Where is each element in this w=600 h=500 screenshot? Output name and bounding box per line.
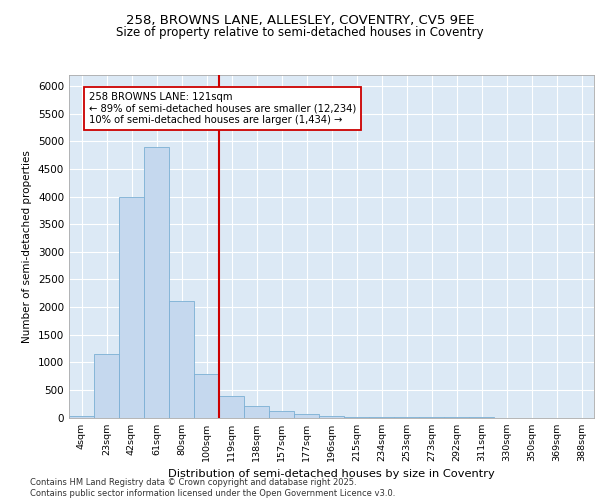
Text: 258 BROWNS LANE: 121sqm
← 89% of semi-detached houses are smaller (12,234)
10% o: 258 BROWNS LANE: 121sqm ← 89% of semi-de…: [89, 92, 356, 125]
Bar: [94, 354, 119, 418]
Bar: [119, 196, 144, 418]
Y-axis label: Number of semi-detached properties: Number of semi-detached properties: [22, 150, 32, 342]
Bar: [269, 411, 294, 418]
X-axis label: Distribution of semi-detached houses by size in Coventry: Distribution of semi-detached houses by …: [168, 469, 495, 479]
Bar: [194, 374, 219, 418]
Bar: [69, 416, 94, 418]
Bar: [244, 406, 269, 417]
Text: Contains HM Land Registry data © Crown copyright and database right 2025.
Contai: Contains HM Land Registry data © Crown c…: [30, 478, 395, 498]
Text: 258, BROWNS LANE, ALLESLEY, COVENTRY, CV5 9EE: 258, BROWNS LANE, ALLESLEY, COVENTRY, CV…: [126, 14, 474, 27]
Bar: [144, 147, 169, 417]
Bar: [344, 417, 369, 418]
Bar: [219, 396, 244, 417]
Bar: [319, 416, 344, 418]
Bar: [169, 302, 194, 418]
Bar: [294, 414, 319, 418]
Text: Size of property relative to semi-detached houses in Coventry: Size of property relative to semi-detach…: [116, 26, 484, 39]
